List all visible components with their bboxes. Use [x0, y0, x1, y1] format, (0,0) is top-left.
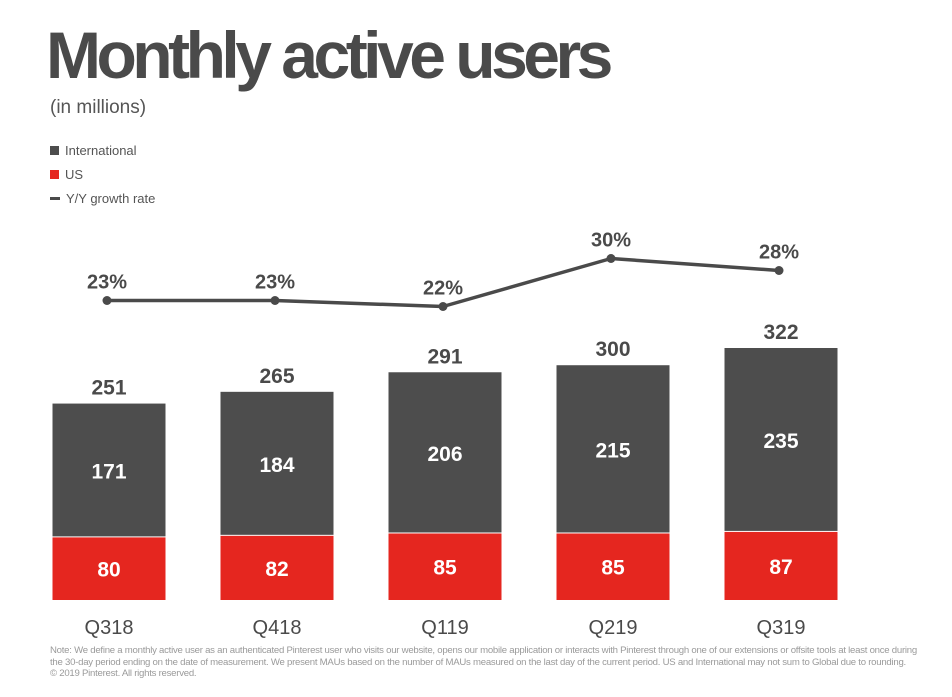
bar-total-label: 322 [763, 321, 798, 344]
bar-us [556, 533, 670, 600]
chart-legend: International US Y/Y growth rate [50, 138, 155, 210]
bar-total-label: 291 [427, 345, 462, 368]
legend-label-us: US [65, 166, 84, 182]
bar-label-international: 206 [427, 443, 462, 466]
bar-total-label: 251 [91, 377, 126, 400]
bar-label-us: 87 [769, 556, 792, 579]
bar-total-label: 300 [595, 338, 630, 361]
copyright: © 2019 Pinterest. All rights reserved. [50, 668, 197, 679]
bar-international [556, 365, 670, 533]
bar-international [52, 403, 166, 537]
growth-rate-point [102, 296, 112, 305]
x-tick-label: Q219 [589, 617, 638, 639]
growth-rate-label: 23% [255, 272, 295, 294]
bar-label-international: 171 [91, 460, 126, 483]
bar-label-international: 184 [259, 454, 294, 477]
growth-rate-point [606, 254, 616, 263]
bar-international [724, 348, 838, 531]
bar-us [388, 533, 502, 600]
bar-us [724, 531, 838, 600]
growth-rate-label: 23% [87, 272, 127, 294]
x-tick-label: Q119 [421, 617, 468, 639]
bar-label-us: 85 [601, 557, 625, 580]
growth-rate-point [774, 266, 784, 275]
legend-swatch-international [50, 145, 59, 155]
footnote-line: the 30-day period ending on the date of … [50, 656, 906, 668]
x-tick-label: Q318 [85, 617, 134, 639]
bar-international [220, 391, 334, 535]
growth-rate-point [270, 296, 280, 305]
bar-label-international: 235 [763, 430, 798, 453]
bar-international [388, 372, 502, 533]
legend-label-growth-rate: Y/Y growth rate [66, 190, 156, 206]
legend-swatch-growth-rate [50, 196, 60, 200]
growth-rate-label: 22% [423, 278, 463, 300]
legend-item-international: International [50, 138, 155, 162]
bar-us [52, 537, 166, 600]
chart-title: Monthly active users [46, 18, 613, 92]
legend-label-international: International [65, 142, 137, 158]
legend-item-us: US [50, 162, 155, 186]
bar-label-us: 82 [265, 558, 288, 581]
legend-swatch-us [50, 169, 59, 179]
x-tick-label: Q418 [253, 617, 302, 639]
footnote: Note: We define a monthly active user as… [50, 645, 945, 680]
bar-label-us: 85 [433, 557, 457, 580]
legend-item-growth-rate: Y/Y growth rate [50, 186, 155, 210]
bar-us [220, 535, 334, 600]
bar-label-us: 80 [97, 559, 120, 582]
chart-subtitle: (in millions) [50, 97, 147, 118]
footnote-line: Note: We define a monthly active user as… [50, 645, 917, 656]
growth-rate-label: 28% [759, 242, 799, 264]
growth-rate-point [438, 302, 448, 311]
bar-label-international: 215 [595, 439, 630, 462]
growth-rate-label: 30% [591, 230, 631, 252]
x-tick-label: Q319 [757, 617, 806, 639]
bar-total-label: 265 [259, 365, 294, 388]
